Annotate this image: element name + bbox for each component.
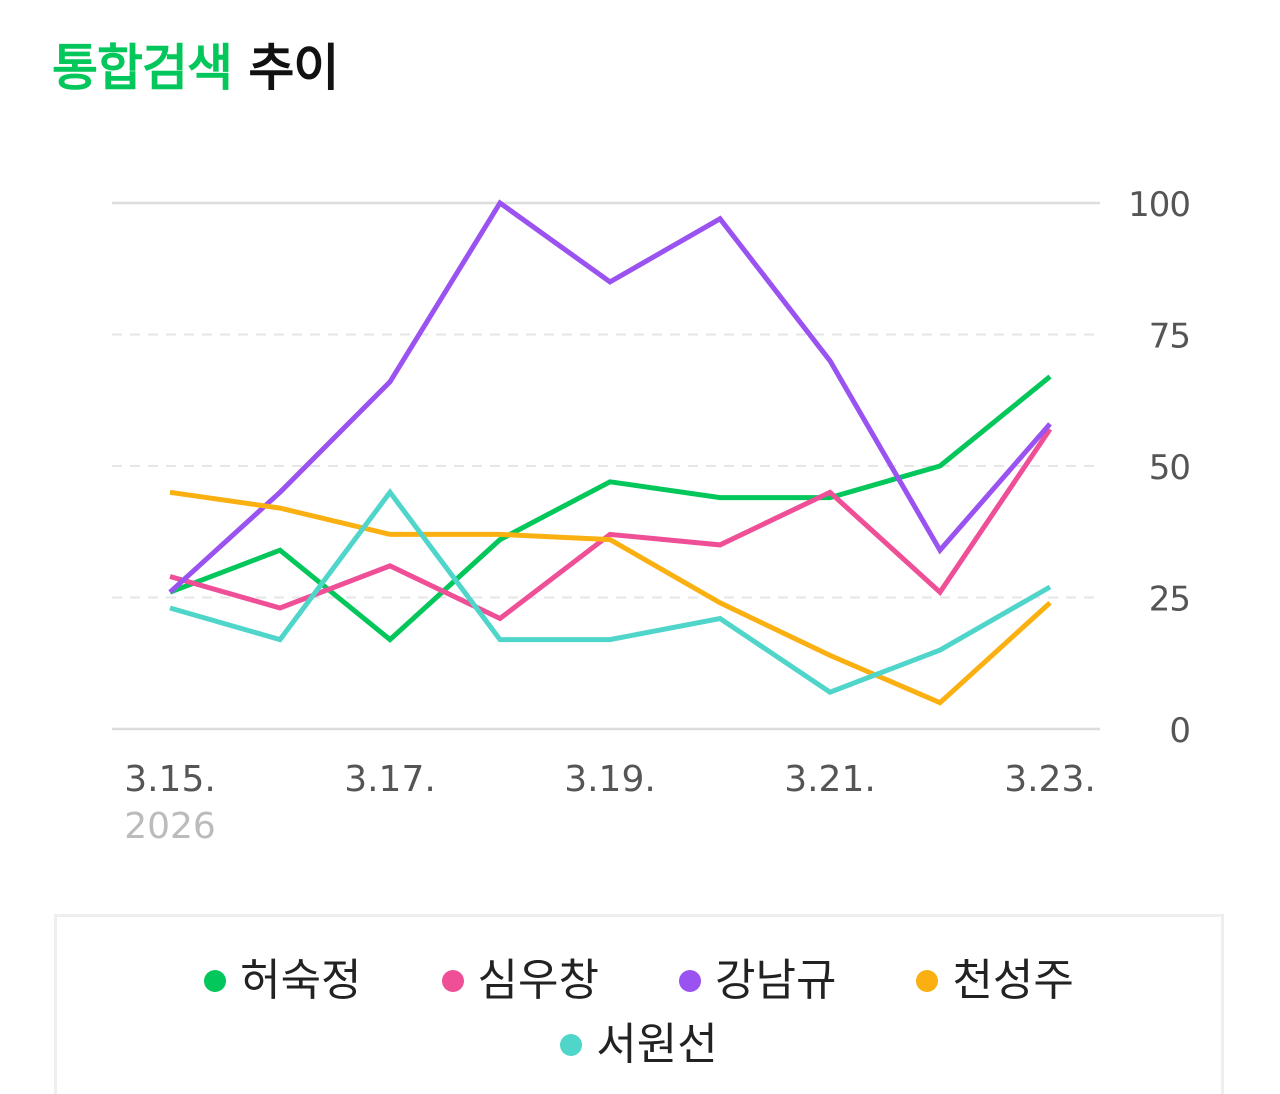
title-rest: 추이 [232, 39, 339, 97]
y-tick-label: 50 [1149, 448, 1190, 488]
y-tick-label: 0 [1169, 711, 1190, 751]
title-accent: 통합검색 [52, 39, 233, 97]
legend-row: 허숙정 심우창 강남규 천성주 [57, 955, 1221, 1007]
chart-title: 통합검색 추이 [52, 28, 339, 100]
grid [112, 201, 1100, 731]
legend-row: 서원선 [57, 1019, 1221, 1071]
legend-item[interactable]: 서원선 [560, 1019, 718, 1071]
legend-dot-icon [441, 970, 464, 992]
x-tick-label: 3.15. [124, 759, 216, 800]
y-axis-ticks: 0 25 50 75 100 [1128, 185, 1191, 751]
x-axis-ticks: 3.15. 3.17. 3.19. 3.21. 3.23. 2026 [124, 759, 1096, 847]
legend-dot-icon [916, 970, 939, 992]
legend-dot-icon [679, 970, 701, 992]
y-tick-label: 75 [1149, 317, 1190, 357]
legend-label: 허숙정 [240, 955, 362, 1006]
legend-item[interactable]: 허숙정 [204, 955, 362, 1007]
series-line [169, 427, 1053, 622]
year-label: 2026 [124, 806, 216, 847]
legend-dot-icon [560, 1034, 583, 1056]
series-line [169, 488, 1052, 695]
legend-item[interactable]: 천성주 [916, 955, 1074, 1007]
x-tick-label: 3.17. [344, 759, 436, 800]
series-line [169, 374, 1052, 643]
x-tick-label: 3.21. [784, 759, 876, 800]
legend-label: 천성주 [952, 955, 1074, 1006]
line-chart: 0 25 50 75 100 3.15. 3.17. 3.19. 3.21. 3.23. 2026 [112, 185, 1191, 847]
x-tick-label: 3.19. [564, 759, 656, 800]
legend-label: 강남규 [715, 955, 837, 1006]
y-tick-label: 100 [1128, 185, 1190, 225]
x-tick-label: 3.23. [1004, 759, 1096, 800]
legend: 허숙정 심우창 강남규 천성주 서원선 [54, 914, 1224, 1094]
legend-label: 서원선 [596, 1019, 718, 1070]
y-tick-label: 25 [1149, 580, 1190, 620]
series-line [168, 199, 1052, 595]
series-line [169, 489, 1052, 706]
legend-item[interactable]: 심우창 [441, 955, 599, 1007]
series-lines [168, 199, 1053, 706]
legend-dot-icon [204, 970, 227, 992]
legend-item[interactable]: 강남규 [679, 955, 836, 1007]
legend-label: 심우창 [477, 955, 599, 1006]
